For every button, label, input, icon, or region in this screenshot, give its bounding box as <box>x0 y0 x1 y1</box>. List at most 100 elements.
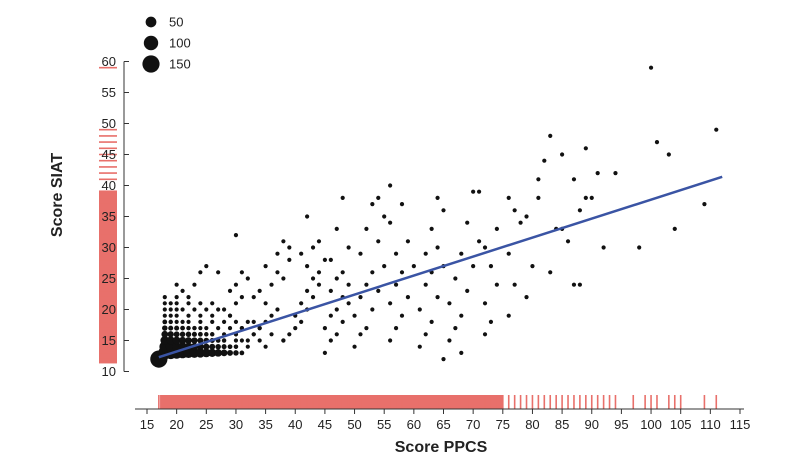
x-tick-label: 95 <box>614 417 628 432</box>
data-point <box>209 343 216 350</box>
data-point <box>488 264 494 269</box>
y-tick-label: 45 <box>102 147 116 162</box>
x-tick-label: 90 <box>585 417 599 432</box>
data-point <box>637 245 642 250</box>
data-point <box>702 202 707 207</box>
data-point <box>482 301 488 306</box>
data-point <box>162 325 168 331</box>
data-point <box>388 301 393 306</box>
data-point <box>201 348 211 358</box>
data-point <box>666 152 671 157</box>
data-point <box>595 171 600 176</box>
data-point <box>405 295 411 300</box>
data-point <box>358 295 363 300</box>
data-point <box>370 270 375 275</box>
data-point <box>393 326 399 331</box>
data-point <box>263 301 268 306</box>
data-point <box>530 264 535 269</box>
x-tick-label: 15 <box>140 417 154 432</box>
data-point <box>174 319 179 324</box>
data-point <box>251 332 256 337</box>
data-point <box>654 140 660 145</box>
data-point <box>180 319 185 324</box>
data-point <box>322 326 327 331</box>
data-point <box>172 336 181 345</box>
data-point <box>203 343 210 350</box>
data-point <box>417 344 422 349</box>
data-point <box>215 343 221 350</box>
data-point <box>209 332 215 337</box>
data-point <box>179 331 186 338</box>
y-tick-label: 60 <box>102 54 116 69</box>
data-point <box>233 301 239 306</box>
data-point <box>180 325 185 331</box>
data-point <box>287 332 292 337</box>
data-point <box>429 226 434 231</box>
data-point <box>299 319 304 324</box>
data-point <box>174 295 179 300</box>
data-point <box>310 295 316 300</box>
data-point <box>174 301 179 306</box>
data-point <box>269 282 274 287</box>
data-point <box>305 264 310 269</box>
x-tick-label: 35 <box>258 417 272 432</box>
legend-label: 50 <box>169 15 183 30</box>
x-tick-label: 85 <box>555 417 569 432</box>
data-point <box>423 282 428 287</box>
data-point <box>328 288 333 293</box>
data-point <box>672 226 677 231</box>
data-point <box>168 307 173 312</box>
data-point <box>506 195 511 200</box>
x-tick-label: 65 <box>436 417 450 432</box>
data-point <box>524 214 529 219</box>
data-point <box>245 319 250 324</box>
data-point <box>388 338 393 343</box>
y-tick-label: 40 <box>102 178 116 193</box>
data-point <box>364 326 369 331</box>
data-point <box>352 344 357 349</box>
data-point <box>423 332 428 337</box>
data-point <box>186 319 191 324</box>
data-point <box>447 301 452 306</box>
rug-x <box>158 395 718 409</box>
data-point <box>488 319 494 324</box>
data-point <box>221 344 227 350</box>
data-point <box>198 319 203 324</box>
data-point <box>233 282 239 287</box>
data-point <box>423 251 428 256</box>
data-point <box>542 158 547 163</box>
data-point <box>328 313 333 318</box>
data-point <box>577 282 582 287</box>
legend-label: 100 <box>169 36 191 51</box>
data-point <box>227 288 233 293</box>
y-ticks: 10 15 20 25 30 35 40 45 50 55 60 <box>102 54 129 379</box>
data-point <box>346 301 351 306</box>
data-point <box>305 214 310 219</box>
data-point <box>281 338 286 343</box>
data-point <box>583 146 588 151</box>
data-point <box>204 326 209 331</box>
data-point <box>239 270 244 275</box>
x-tick-label: 25 <box>199 417 213 432</box>
data-point <box>198 270 203 275</box>
data-point <box>340 319 345 324</box>
data-point <box>393 251 399 256</box>
data-point <box>310 245 316 250</box>
x-axis-title: Score PPCS <box>395 439 488 456</box>
data-point <box>210 313 215 318</box>
x-tick-label: 115 <box>730 417 751 432</box>
x-tick-label: 105 <box>670 417 692 432</box>
data-point <box>548 133 553 138</box>
data-point <box>166 336 175 345</box>
data-point <box>191 337 198 344</box>
data-point <box>388 183 393 188</box>
data-point <box>245 338 250 343</box>
data-point <box>168 325 174 331</box>
data-point <box>328 257 333 262</box>
data-point <box>221 307 227 312</box>
data-point <box>399 270 405 275</box>
axes <box>123 61 744 410</box>
data-point <box>322 350 327 355</box>
data-point <box>178 336 187 345</box>
data-point <box>162 295 167 300</box>
